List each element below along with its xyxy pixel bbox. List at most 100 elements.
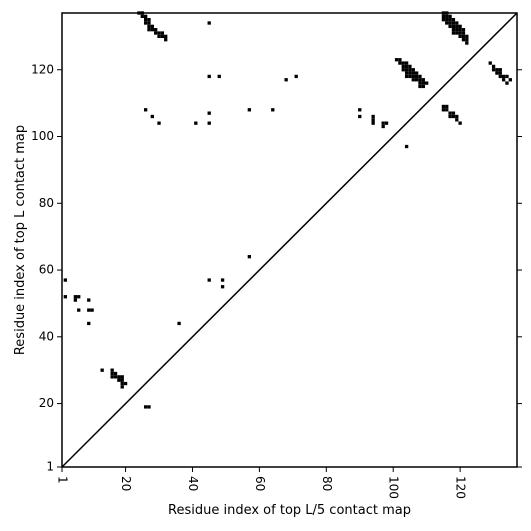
y-tick-label: 120 [31,62,54,76]
y-tick-label: 100 [31,129,54,143]
contact-point [100,368,104,372]
contact-point [207,111,211,115]
contact-point [401,61,405,65]
contact-point [441,108,446,112]
contact-point [147,28,151,32]
contact-point [408,64,412,69]
contact-point [157,31,161,35]
contact-point [414,78,419,82]
contact-point [404,61,409,65]
contact-point [501,74,506,79]
contact-point [120,385,124,389]
contact-point [498,71,502,75]
contact-point [147,18,151,22]
contact-point [491,68,496,72]
contact-point [120,381,124,386]
contact-point [458,121,462,125]
contact-point [411,74,415,79]
contact-point [77,295,81,299]
contact-point [458,24,462,29]
contact-point [461,31,466,35]
contact-point [284,78,288,82]
contact-point [455,21,459,25]
contact-point [394,58,399,62]
contact-point [77,308,81,312]
contact-point [358,114,362,119]
contact-point [448,114,452,119]
contact-point [418,81,422,85]
contact-point [117,375,121,379]
contact-point [207,21,211,25]
y-tick-label: 80 [39,196,54,210]
contact-point [143,405,148,409]
contact-point [110,371,114,376]
contact-point [455,118,459,122]
contact-point [73,295,78,299]
contact-point [421,84,425,89]
x-tick-label: 1 [56,476,70,484]
x-tick-label: 60 [253,476,267,491]
contact-point [505,81,509,85]
contact-point [143,108,148,112]
contact-point [508,78,512,82]
contact-point [404,68,409,72]
contact-point [63,278,68,282]
x-axis-label: Residue index of top L/5 contact map [168,503,411,518]
contact-point [140,14,144,18]
contact-point [207,74,211,79]
contact-point [160,31,165,35]
contact-point [90,308,94,312]
contact-point [123,381,128,386]
contact-point [150,114,154,119]
contact-point [381,121,385,125]
contact-point [381,124,385,129]
contact-point [73,298,78,302]
contact-point [458,34,462,39]
contact-point [465,38,469,42]
contact-point [441,14,446,18]
contact-point [505,74,509,79]
contact-point [448,21,452,25]
contact-point [87,298,91,302]
contact-point [404,64,409,69]
contact-point [408,74,412,79]
contact-point [157,34,161,39]
contact-point [448,14,452,18]
contact-point [398,58,402,62]
contact-point [113,371,118,376]
contact-point [451,28,456,32]
contact-point [371,121,375,125]
contact-point [445,18,449,22]
contact-point [120,375,124,379]
contact-point [247,108,252,112]
contact-point [411,68,415,72]
contact-point [418,84,422,89]
y-tick-label: 40 [39,329,54,343]
contact-point [408,71,412,75]
contact-point [418,78,422,82]
contact-point [154,31,158,35]
y-tick-label: 20 [39,396,54,410]
contact-point [147,24,151,29]
contact-point [445,108,449,112]
contact-point [461,34,466,39]
contact-point [404,71,409,75]
contact-point [398,61,402,65]
contact-point [217,74,221,79]
contact-point [465,34,469,39]
contact-point [194,121,198,125]
contact-point [451,24,456,29]
contact-point [160,34,165,39]
x-tick-label: 100 [387,476,401,499]
contact-point [425,81,429,85]
lower-triangle-contacts [63,255,252,409]
y-tick-label: 1 [46,460,54,474]
contact-point [371,114,375,119]
contact-point [488,61,492,65]
contact-point [451,31,456,35]
contact-point [451,114,456,119]
contact-point [441,104,446,109]
contact-point [271,108,275,112]
contact-point [414,74,419,79]
upper-triangle-contacts [137,11,512,149]
